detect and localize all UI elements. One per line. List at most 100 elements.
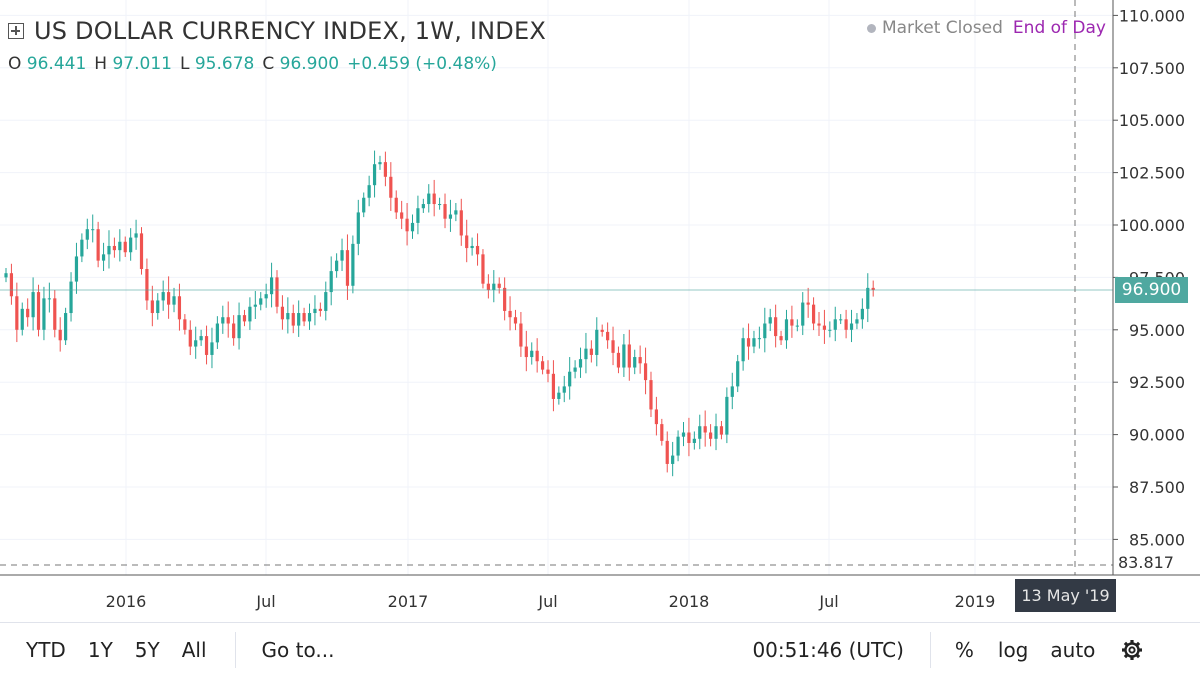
candle-body: [454, 210, 458, 215]
candle-body: [459, 210, 463, 236]
candle-body: [833, 319, 837, 330]
candle-body: [627, 344, 631, 368]
last-price-label: 96.900: [1115, 277, 1188, 303]
price-tick-label: 102.500: [1119, 164, 1185, 183]
candle-body: [194, 340, 198, 347]
candle-body: [378, 162, 382, 165]
crosshair-date-label: 13 May '19: [1015, 579, 1116, 612]
end-of-day-label[interactable]: End of Day: [1012, 18, 1106, 38]
range-5y-button[interactable]: 5Y: [134, 637, 160, 662]
candle-body: [828, 329, 832, 331]
candle-body: [101, 254, 106, 261]
log-toggle[interactable]: log: [997, 637, 1029, 662]
price-tick-label: 85.000: [1129, 530, 1185, 549]
candle-body: [643, 363, 648, 381]
range-all-button[interactable]: All: [181, 637, 207, 662]
price-chart[interactable]: 110.000107.500105.000102.500100.00097.50…: [0, 0, 1200, 622]
candle-body: [36, 292, 41, 330]
candle-body: [351, 243, 355, 286]
candle-body: [324, 292, 328, 311]
candle-body: [465, 235, 469, 249]
candle-body: [557, 392, 561, 399]
candle-body: [871, 287, 875, 290]
candle-body: [20, 308, 24, 330]
expand-icon[interactable]: [8, 23, 24, 39]
candle-body: [692, 438, 696, 443]
candle-body: [714, 426, 718, 439]
candle-body: [204, 336, 209, 355]
time-tick-label: Jul: [255, 592, 275, 611]
candle-body: [665, 440, 669, 464]
clock-display[interactable]: 00:51:46 (UTC): [752, 637, 904, 662]
candle-body: [242, 315, 247, 322]
time-tick-label: Jul: [818, 592, 838, 611]
candle-body: [855, 319, 859, 324]
candle-body: [611, 340, 615, 353]
candle-body: [318, 308, 322, 311]
candle-body: [410, 222, 415, 232]
candle-body: [822, 325, 827, 330]
candle-body: [540, 361, 545, 370]
candle-body: [275, 277, 279, 307]
market-closed-label: Market Closed: [881, 18, 1003, 38]
candle-body: [752, 338, 756, 347]
candle-body: [681, 432, 686, 437]
candle-body: [372, 164, 377, 186]
auto-toggle[interactable]: auto: [1050, 637, 1096, 662]
candle-body: [405, 218, 409, 232]
candle-body: [676, 436, 680, 456]
candle-body: [719, 426, 724, 435]
market-status: Market Closed End of Day: [866, 18, 1106, 38]
candle-body: [421, 204, 425, 209]
candle-body: [345, 250, 350, 286]
candle-body: [129, 237, 133, 253]
candle-body: [568, 371, 572, 387]
percent-toggle[interactable]: %: [954, 637, 974, 662]
candle-body: [232, 323, 236, 339]
candle-body: [562, 386, 566, 393]
candle-body: [362, 197, 366, 213]
candle-body: [107, 245, 111, 255]
candle-body: [150, 300, 154, 314]
candle-body: [69, 281, 73, 314]
candle-body: [638, 357, 642, 364]
price-tick-label: 87.500: [1129, 478, 1185, 497]
time-tick-label: 2016: [106, 592, 147, 611]
candle-body: [280, 306, 285, 320]
candle-body: [671, 455, 675, 464]
candle-body: [795, 325, 799, 327]
candle-body: [503, 287, 507, 311]
candle-body: [546, 369, 550, 374]
candle-body: [248, 306, 252, 322]
candle-body: [779, 336, 783, 341]
candle-body: [80, 239, 84, 257]
chart-overlays: [0, 0, 1113, 575]
candle-body: [486, 283, 490, 290]
candle-body: [177, 296, 182, 320]
goto-button[interactable]: Go to...: [261, 637, 335, 662]
gear-icon[interactable]: [1121, 639, 1143, 661]
candle-body: [91, 229, 95, 231]
range-1y-button[interactable]: 1Y: [87, 637, 113, 662]
close-label: C: [262, 54, 275, 74]
price-tick-label: 95.000: [1129, 321, 1185, 340]
candle-body: [584, 348, 588, 360]
candle-body: [508, 310, 512, 318]
candle-body: [15, 296, 19, 330]
candle-body: [649, 380, 653, 410]
candle-body: [253, 304, 257, 307]
candle-body: [96, 229, 100, 261]
candle-body: [47, 298, 51, 300]
range-ytd-button[interactable]: YTD: [26, 637, 66, 662]
candle-body: [156, 300, 160, 314]
candle-body: [784, 319, 789, 341]
candle-body: [524, 346, 528, 358]
candle-body: [85, 229, 89, 240]
candle-body: [139, 233, 144, 270]
chart-header: US DOLLAR CURRENCY INDEX, 1W, INDEX: [8, 14, 546, 48]
candle-body: [172, 296, 176, 305]
price-tick-label: 100.000: [1119, 216, 1185, 235]
candle-body: [64, 313, 68, 341]
candle-body: [725, 396, 729, 435]
candle-body: [118, 241, 122, 251]
